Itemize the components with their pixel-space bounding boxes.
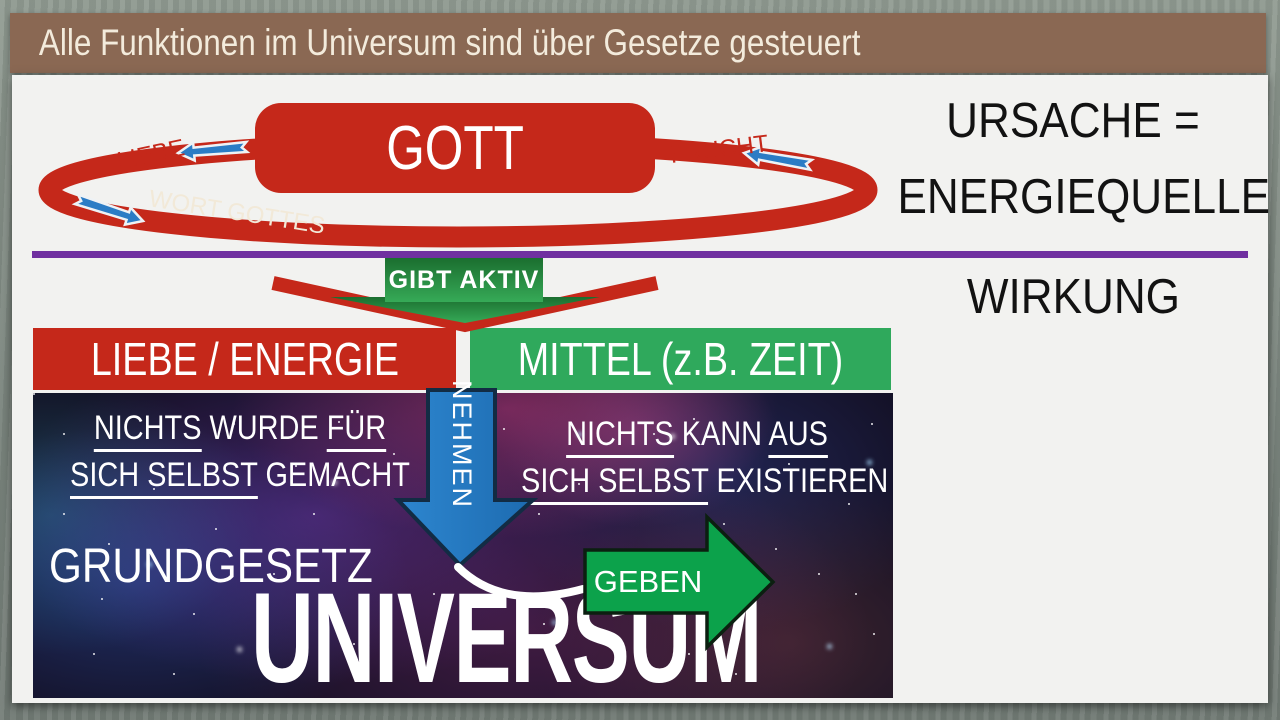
wirkung-text: WIRKUNG — [966, 270, 1180, 324]
ursache-text: URSACHE = — [946, 94, 1200, 148]
nehmen-label: NEHMEN — [447, 379, 478, 509]
starfield-small — [33, 393, 35, 395]
geben-label: GEBEN — [593, 564, 703, 599]
wort-gottes-label: WORT GOTTES — [147, 185, 327, 240]
statement-right-line2: SICH SELBST EXISTIEREN — [521, 458, 888, 505]
liebe-label: LIEBE — [114, 134, 188, 175]
gott-box: GOTT — [255, 103, 655, 193]
statement-right-line1: NICHTS KANN AUS — [521, 411, 873, 458]
mittel-box: MITTEL (z.B. ZEIT) — [470, 328, 891, 390]
frucht-label: FRUCHT — [668, 130, 770, 169]
wort-gottes-arrow-icon — [71, 192, 146, 227]
statement-left-line1: NICHTS WURDE FÜR — [64, 405, 416, 452]
liebe-energie-box: LIEBE / ENERGIE — [33, 328, 456, 390]
statement-right: NICHTS KANN AUS SICH SELBST EXISTIEREN — [490, 411, 893, 505]
page-title: Alle Funktionen im Universum sind über G… — [38, 22, 861, 63]
purple-divider-line — [32, 251, 1248, 258]
statement-left-line2: SICH SELBST GEMACHT — [64, 452, 416, 499]
cause-effect-block: URSACHE = ENERGIEQUELLE — [878, 83, 1271, 235]
grundgesetz-label: GRUNDGESETZ — [49, 540, 373, 593]
nehmen-label-wrap: NEHMEN — [428, 379, 495, 508]
gibt-aktiv-label: GIBT AKTIV — [388, 265, 540, 294]
liebe-arrow-icon — [175, 140, 251, 163]
title-bar: Alle Funktionen im Universum sind über G… — [10, 13, 1266, 73]
statement-left: NICHTS WURDE FÜR SICH SELBST GEMACHT — [33, 405, 447, 499]
energiequelle-text: ENERGIEQUELLE — [897, 170, 1271, 224]
slide: URSACHE = ENERGIEQUELLE WIRKUNG LIEBE / … — [12, 75, 1271, 703]
starfield-bright — [33, 393, 36, 396]
